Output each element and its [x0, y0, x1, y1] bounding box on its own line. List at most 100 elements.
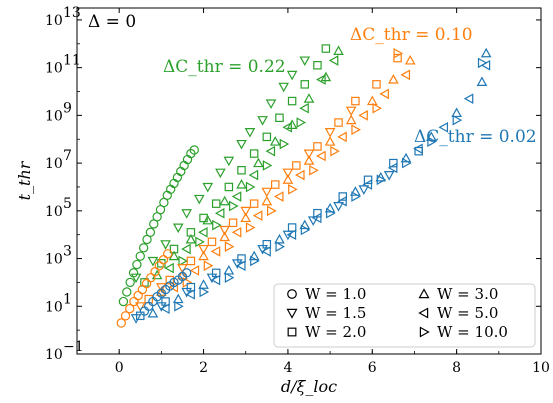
data-point	[125, 277, 135, 288]
data-point	[212, 219, 222, 231]
data-point	[400, 152, 412, 163]
data-point	[303, 155, 315, 165]
data-point	[237, 166, 246, 175]
data-point	[269, 136, 281, 146]
data-point	[299, 56, 311, 67]
data-point	[250, 255, 260, 267]
y-tick-exponent: 3	[63, 244, 72, 260]
data-point	[351, 191, 361, 202]
data-point	[337, 195, 347, 207]
data-point	[137, 284, 148, 295]
data-point	[236, 179, 247, 189]
data-point	[228, 218, 238, 228]
data-point	[116, 318, 126, 328]
data-point	[223, 264, 235, 275]
data-point	[383, 170, 395, 181]
data-point	[345, 114, 357, 125]
data-point	[463, 93, 474, 104]
data-point	[438, 121, 449, 133]
data-point	[120, 311, 131, 321]
data-point	[287, 96, 297, 106]
plot-frame	[76, 7, 542, 355]
data-point	[316, 74, 326, 85]
annotation-blue: ΔC_thr = 0.02	[414, 127, 537, 147]
data-point	[198, 244, 209, 255]
data-point	[237, 254, 246, 263]
data-point	[287, 223, 297, 232]
data-point	[235, 260, 246, 272]
data-point	[387, 162, 398, 174]
data-point	[261, 246, 271, 257]
legend: W = 1.0 W = 1.5 W = 2.0 W = 3.0 W = 5.0 …	[273, 283, 536, 348]
annotation-orange: ΔC_thr = 0.10	[350, 25, 473, 45]
data-point	[351, 124, 361, 136]
data-point	[286, 229, 297, 241]
data-point	[185, 233, 197, 244]
data-point	[147, 256, 159, 267]
y-tick-label: 10	[45, 204, 63, 220]
data-point	[282, 174, 294, 184]
data-point	[219, 225, 230, 236]
legend-marker	[287, 327, 297, 337]
data-point	[181, 243, 191, 255]
data-point	[172, 223, 184, 234]
data-point	[135, 251, 145, 261]
data-point	[174, 300, 184, 312]
data-point	[138, 243, 149, 253]
data-point	[252, 210, 263, 221]
data-point	[160, 303, 170, 314]
data-point	[303, 149, 315, 160]
data-point	[231, 191, 242, 202]
x-tick-label: 8	[452, 360, 461, 376]
data-point	[292, 161, 301, 170]
data-point	[178, 255, 188, 267]
data-point	[303, 93, 315, 103]
data-point	[172, 293, 184, 304]
legend-label-w2: W = 2.0	[305, 323, 366, 341]
data-point	[286, 119, 298, 129]
data-point	[376, 174, 387, 186]
data-point	[400, 69, 411, 81]
data-point	[145, 227, 156, 237]
data-point	[321, 44, 331, 53]
data-point	[372, 80, 381, 89]
legend-markers	[286, 288, 430, 338]
data-point	[296, 117, 307, 128]
data-point	[215, 168, 226, 179]
data-point	[245, 222, 256, 233]
data-point	[231, 226, 242, 238]
data-point	[210, 274, 221, 286]
x-tick-label: 2	[199, 360, 208, 376]
data-point	[163, 249, 173, 259]
y-tick-label: 10	[45, 252, 63, 268]
data-point	[274, 233, 285, 244]
data-point	[480, 47, 492, 58]
data-point	[313, 142, 322, 151]
data-point	[224, 272, 235, 283]
y-tick-exponent: 9	[63, 100, 72, 116]
data-point	[249, 199, 259, 208]
y-tick-exponent: 13	[63, 5, 81, 21]
data-point	[401, 157, 412, 169]
data-point	[261, 195, 273, 206]
data-point	[130, 273, 142, 284]
data-point	[313, 61, 322, 70]
data-point	[278, 82, 290, 93]
data-point	[320, 71, 332, 82]
data-point	[282, 121, 292, 133]
data-point	[211, 199, 221, 208]
data-point	[358, 110, 368, 121]
data-point	[122, 287, 132, 297]
data-point	[266, 205, 277, 217]
data-point	[214, 207, 225, 219]
y-tick-label: 10	[45, 61, 63, 77]
data-point	[223, 156, 235, 167]
data-point	[379, 88, 389, 100]
data-point	[177, 264, 188, 274]
data-point	[279, 138, 290, 150]
data-point	[219, 231, 230, 242]
data-point	[273, 191, 284, 202]
data-point	[388, 74, 399, 84]
